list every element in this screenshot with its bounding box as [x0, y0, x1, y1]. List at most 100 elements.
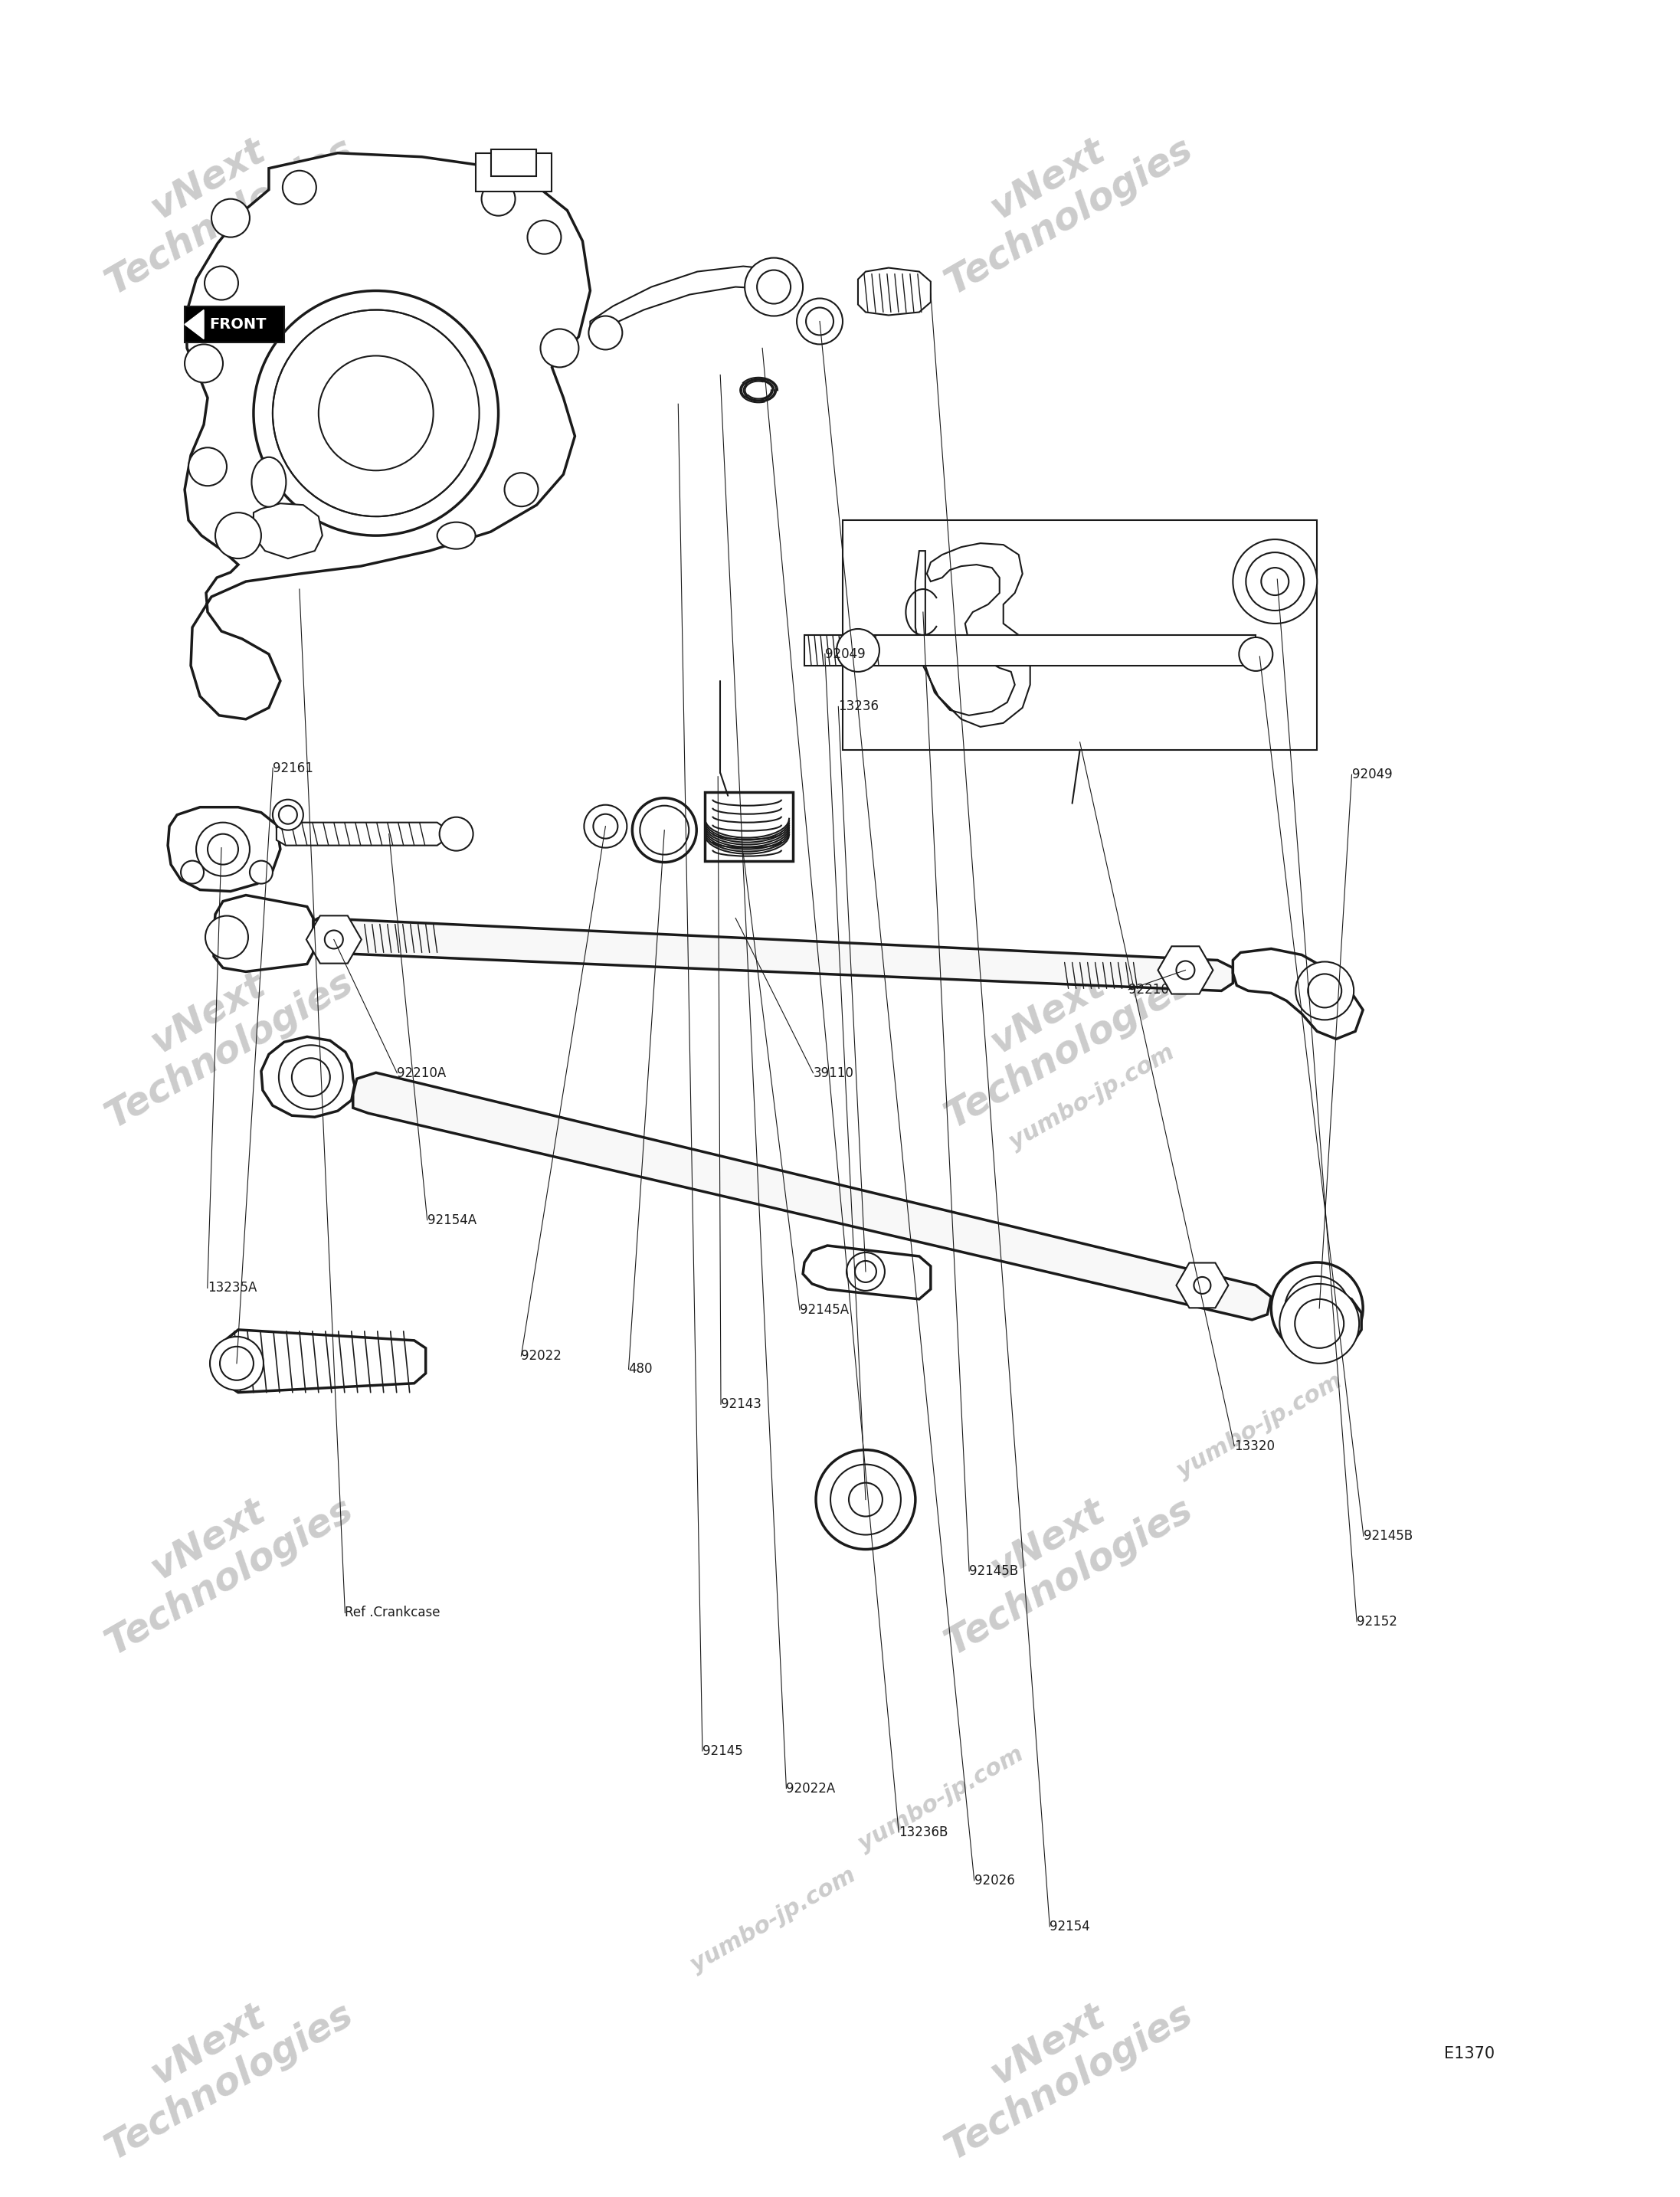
Circle shape	[282, 171, 316, 204]
Circle shape	[1302, 1294, 1332, 1323]
Text: 92143: 92143	[721, 1397, 761, 1410]
Circle shape	[212, 200, 250, 237]
Circle shape	[541, 330, 578, 367]
Circle shape	[319, 356, 433, 470]
Circle shape	[1307, 973, 1342, 1008]
Circle shape	[205, 916, 249, 958]
Bar	[843, 521, 1317, 749]
Text: 92161: 92161	[272, 760, 314, 776]
Circle shape	[1194, 1276, 1211, 1294]
Circle shape	[220, 1347, 254, 1380]
Text: 92026: 92026	[974, 1874, 1015, 1887]
Text: yumbo-jp.com: yumbo-jp.com	[853, 1742, 1026, 1856]
Circle shape	[796, 299, 843, 345]
Circle shape	[250, 861, 272, 883]
Circle shape	[744, 257, 803, 316]
Circle shape	[848, 1483, 882, 1516]
Text: vNext
Technologies: vNext Technologies	[917, 1454, 1200, 1663]
Circle shape	[324, 929, 343, 949]
Circle shape	[1295, 962, 1354, 1019]
Polygon shape	[590, 266, 781, 336]
Text: vNext
Technologies: vNext Technologies	[79, 1454, 360, 1663]
Circle shape	[806, 308, 833, 336]
Text: 92049: 92049	[1352, 767, 1393, 782]
Circle shape	[188, 448, 227, 486]
Bar	[185, 305, 284, 343]
Text: 13236B: 13236B	[899, 1826, 948, 1839]
Circle shape	[254, 290, 499, 536]
Text: vNext
Technologies: vNext Technologies	[79, 92, 360, 301]
Circle shape	[528, 220, 561, 255]
Circle shape	[210, 1336, 264, 1391]
Circle shape	[632, 798, 697, 861]
Polygon shape	[185, 154, 590, 718]
Circle shape	[181, 861, 203, 883]
Text: 92210: 92210	[1129, 982, 1169, 997]
Circle shape	[847, 1252, 885, 1290]
Ellipse shape	[437, 523, 475, 549]
Circle shape	[640, 806, 689, 855]
Circle shape	[1272, 1263, 1362, 1353]
Text: vNext
Technologies: vNext Technologies	[917, 927, 1200, 1136]
Circle shape	[292, 1059, 329, 1096]
Circle shape	[272, 800, 304, 830]
Circle shape	[482, 182, 516, 215]
Text: 92049: 92049	[825, 646, 865, 661]
Circle shape	[837, 628, 879, 672]
Text: 92154: 92154	[1050, 1920, 1090, 1933]
Text: 13236: 13236	[838, 699, 879, 714]
Polygon shape	[916, 543, 1030, 727]
Text: 92210A: 92210A	[396, 1066, 447, 1081]
Polygon shape	[353, 1072, 1272, 1320]
Polygon shape	[307, 918, 1233, 991]
Circle shape	[279, 1046, 343, 1109]
Bar	[491, 149, 536, 176]
Polygon shape	[227, 1329, 425, 1393]
Text: 92145: 92145	[702, 1744, 743, 1758]
Circle shape	[758, 270, 791, 303]
Text: yumbo-jp.com: yumbo-jp.com	[1173, 1371, 1346, 1483]
Text: 39110: 39110	[813, 1066, 853, 1081]
Polygon shape	[213, 894, 312, 971]
Text: Ref .Crankcase: Ref .Crankcase	[344, 1606, 440, 1619]
Circle shape	[197, 822, 250, 877]
Text: 92152: 92152	[1357, 1615, 1398, 1628]
Circle shape	[855, 1261, 877, 1283]
Circle shape	[1176, 960, 1194, 980]
Circle shape	[1285, 1276, 1349, 1340]
Circle shape	[440, 817, 474, 850]
Circle shape	[504, 472, 538, 508]
Polygon shape	[1233, 949, 1362, 1039]
Text: FRONT: FRONT	[210, 316, 267, 332]
Circle shape	[758, 259, 791, 292]
Text: 92145B: 92145B	[1364, 1529, 1413, 1542]
Text: 480: 480	[628, 1362, 654, 1375]
Circle shape	[1233, 540, 1317, 624]
Ellipse shape	[252, 457, 286, 508]
Circle shape	[279, 806, 297, 824]
Polygon shape	[858, 268, 931, 314]
Text: 92154A: 92154A	[427, 1213, 477, 1226]
Text: vNext
Technologies: vNext Technologies	[917, 1958, 1200, 2166]
Text: 92022: 92022	[521, 1349, 561, 1362]
Text: 13235A: 13235A	[207, 1281, 257, 1294]
Circle shape	[205, 266, 239, 301]
Text: 13320: 13320	[1235, 1439, 1275, 1452]
Text: E1370: E1370	[1443, 2045, 1495, 2061]
Circle shape	[816, 1450, 916, 1549]
Polygon shape	[254, 503, 323, 558]
Circle shape	[1247, 551, 1304, 611]
Text: vNext
Technologies: vNext Technologies	[79, 1958, 360, 2166]
Circle shape	[830, 1465, 900, 1536]
Bar	[475, 154, 553, 191]
Polygon shape	[185, 310, 203, 338]
Polygon shape	[277, 822, 445, 846]
Circle shape	[588, 316, 622, 349]
Text: vNext
Technologies: vNext Technologies	[79, 927, 360, 1136]
Bar	[706, 791, 793, 861]
Text: 92145A: 92145A	[800, 1303, 848, 1316]
Circle shape	[185, 345, 223, 382]
Text: vNext
Technologies: vNext Technologies	[917, 92, 1200, 301]
Circle shape	[1295, 1298, 1344, 1349]
Bar	[805, 635, 1257, 666]
